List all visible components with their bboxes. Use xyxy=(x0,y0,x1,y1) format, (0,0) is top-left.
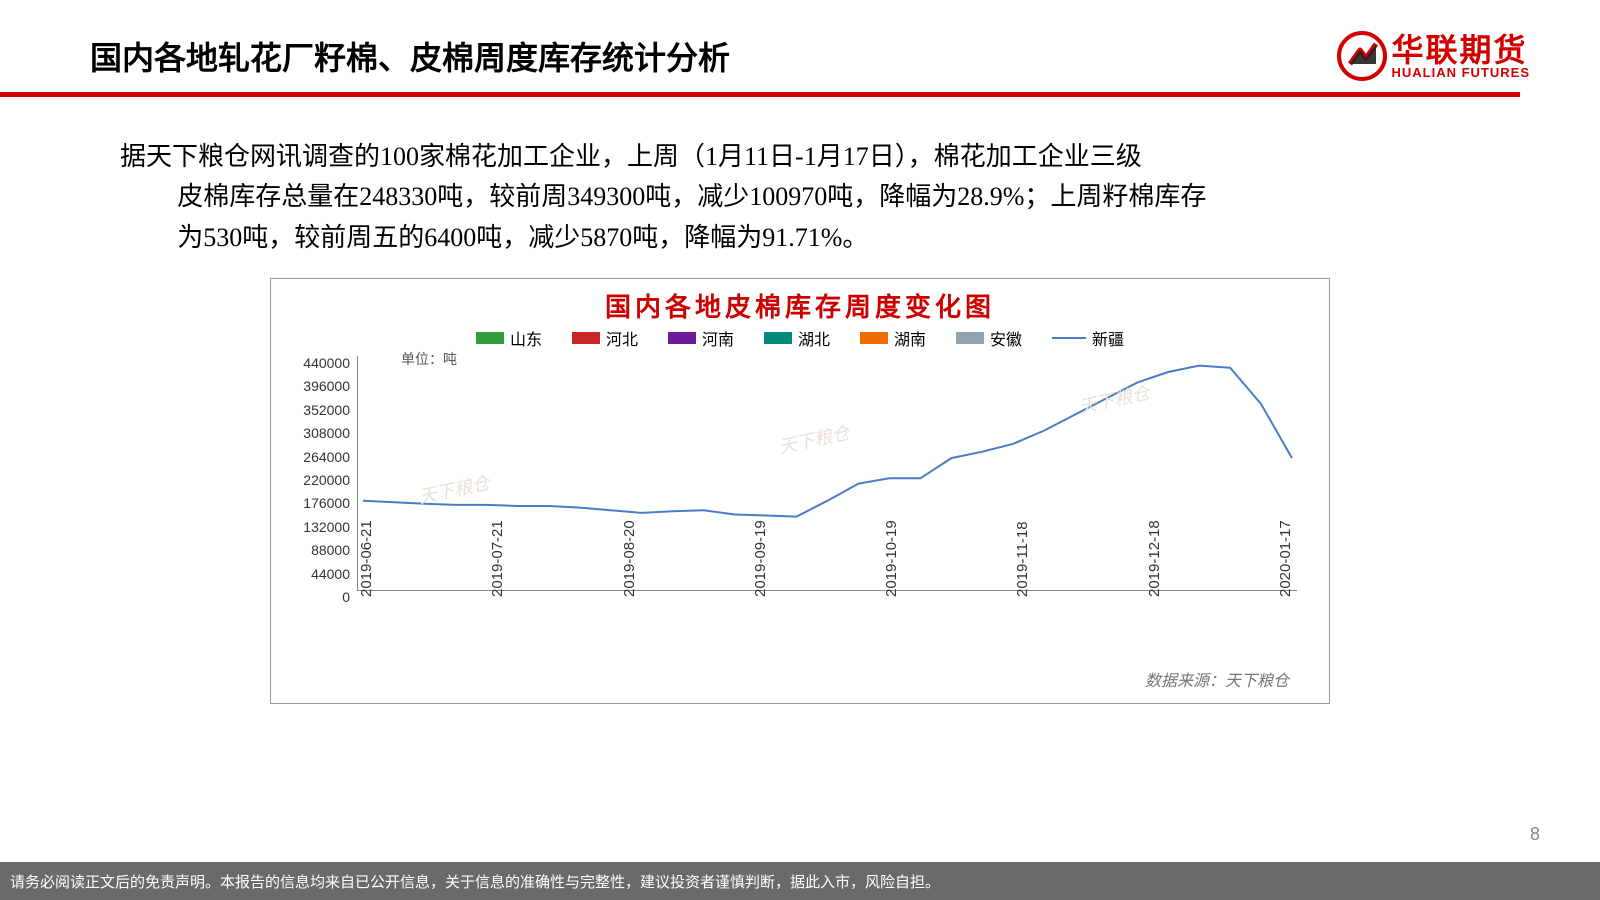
inventory-chart: 国内各地皮棉库存周度变化图 山东河北河南湖北湖南安徽新疆 单位：吨 天下粮仓 天… xyxy=(270,278,1330,704)
y-tick-label: 0 xyxy=(290,589,350,605)
y-tick-label: 44000 xyxy=(290,566,350,582)
legend-swatch xyxy=(956,332,984,344)
legend-swatch xyxy=(476,332,504,344)
x-tick-label: 2019-10-19 xyxy=(883,520,900,597)
legend-item: 安徽 xyxy=(956,326,1022,350)
slide-header: 国内各地轧花厂籽棉、皮棉周度库存统计分析 华联期货 HUALIAN FUTURE… xyxy=(0,0,1600,92)
chart-legend: 山东 河北 河南 湖北 湖南 安徽 新疆 xyxy=(285,326,1315,350)
legend-swatch xyxy=(572,332,600,344)
legend-swatch xyxy=(860,332,888,344)
y-tick-label: 440000 xyxy=(290,355,350,371)
logo-text-cn: 华联期货 xyxy=(1392,34,1528,66)
legend-label: 安徽 xyxy=(990,326,1022,350)
disclaimer-footer: 请务必阅读正文后的免责声明。本报告的信息均来自已公开信息，关于信息的准确性与完整… xyxy=(0,862,1600,900)
legend-label: 湖南 xyxy=(894,326,926,350)
page-number: 8 xyxy=(1530,824,1540,845)
y-tick-label: 308000 xyxy=(290,425,350,441)
x-tick-label: 2019-11-18 xyxy=(1014,521,1031,597)
legend-item: 新疆 xyxy=(1052,326,1124,350)
summary-paragraph: 据天下粮仓网讯调查的100家棉花加工企业，上周（1月11日-1月17日），棉花加… xyxy=(0,97,1600,268)
legend-label: 山东 xyxy=(510,326,542,350)
legend-item: 湖北 xyxy=(764,326,830,350)
legend-swatch xyxy=(668,332,696,344)
x-tick-label: 2019-07-21 xyxy=(489,520,506,597)
legend-swatch xyxy=(1052,337,1086,339)
legend-label: 新疆 xyxy=(1092,326,1124,350)
y-tick-label: 396000 xyxy=(290,378,350,394)
legend-item: 河北 xyxy=(572,326,638,350)
legend-label: 湖北 xyxy=(798,326,830,350)
y-tick-label: 88000 xyxy=(290,542,350,558)
x-tick-label: 2019-08-20 xyxy=(621,520,638,597)
y-tick-label: 220000 xyxy=(290,472,350,488)
legend-item: 湖南 xyxy=(860,326,926,350)
x-tick-label: 2019-09-19 xyxy=(752,520,769,597)
series-line-xinjiang xyxy=(363,365,1292,516)
summary-line-1: 据天下粮仓网讯调查的100家棉花加工企业，上周（1月11日-1月17日），棉花加… xyxy=(120,137,1500,177)
x-tick-label: 2019-12-18 xyxy=(1146,520,1163,597)
brand-logo: 华联期货 HUALIAN FUTURES xyxy=(1336,30,1531,82)
y-tick-label: 132000 xyxy=(290,519,350,535)
x-tick-label: 2020-01-17 xyxy=(1277,520,1294,597)
logo-icon xyxy=(1336,30,1388,82)
legend-label: 河北 xyxy=(606,326,638,350)
chart-title: 国内各地皮棉库存周度变化图 xyxy=(285,287,1315,324)
y-tick-label: 352000 xyxy=(290,402,350,418)
legend-item: 山东 xyxy=(476,326,542,350)
disclaimer-text: 请务必阅读正文后的免责声明。本报告的信息均来自已公开信息，关于信息的准确性与完整… xyxy=(10,871,940,892)
slide-title: 国内各地轧花厂籽棉、皮棉周度库存统计分析 xyxy=(90,33,730,79)
y-tick-label: 264000 xyxy=(290,449,350,465)
logo-text-en: HUALIAN FUTURES xyxy=(1392,66,1531,79)
y-tick-label: 176000 xyxy=(290,495,350,511)
chart-source-note: 数据来源：天下粮仓 xyxy=(1145,667,1289,691)
legend-swatch xyxy=(764,332,792,344)
legend-label: 河南 xyxy=(702,326,734,350)
legend-item: 河南 xyxy=(668,326,734,350)
summary-line-2: 皮棉库存总量在248330吨，较前周349300吨，减少100970吨，降幅为2… xyxy=(120,177,1500,217)
summary-line-3: 为530吨，较前周五的6400吨，减少5870吨，降幅为91.71%。 xyxy=(120,218,1500,258)
x-tick-label: 2019-06-21 xyxy=(358,520,375,597)
